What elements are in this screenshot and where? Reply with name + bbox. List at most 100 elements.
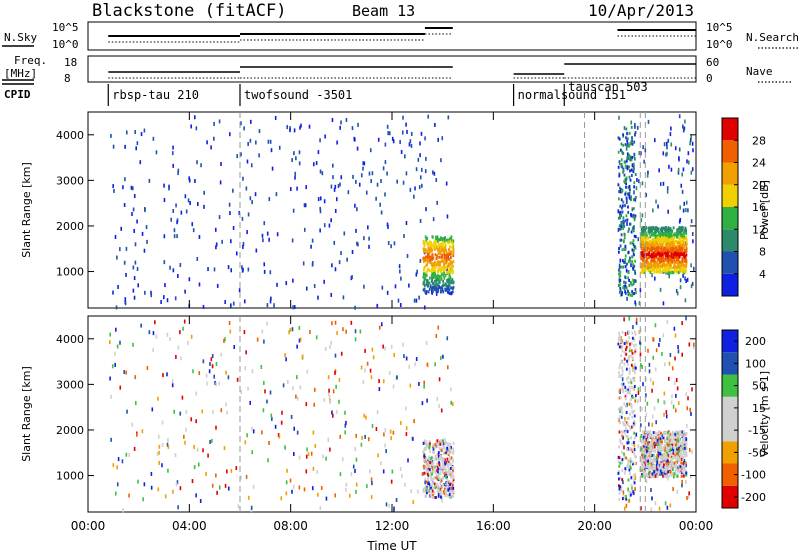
echo-point xyxy=(661,438,663,442)
echo-point xyxy=(685,247,688,251)
echo-point xyxy=(662,269,665,273)
echo-point xyxy=(158,444,161,449)
echo-point xyxy=(435,278,438,282)
echo-point xyxy=(323,397,326,402)
echo-point xyxy=(292,208,295,213)
echo-point xyxy=(671,246,674,250)
echo-point xyxy=(652,438,655,442)
echo-point xyxy=(630,168,633,172)
echo-point xyxy=(671,271,674,275)
echo-point xyxy=(370,179,372,184)
echo-point xyxy=(673,256,676,260)
echo-point xyxy=(437,263,440,267)
echo-point xyxy=(280,420,283,425)
echo-point xyxy=(685,238,688,242)
echo-point xyxy=(143,128,146,133)
echo-point xyxy=(240,390,243,395)
echo-point xyxy=(618,430,621,434)
echo-point xyxy=(675,253,678,257)
echo-point xyxy=(681,252,684,256)
echo-point xyxy=(624,257,627,261)
echo-point xyxy=(162,295,165,300)
echo-point xyxy=(690,263,692,268)
echo-point xyxy=(658,467,661,471)
echo-point xyxy=(688,491,690,496)
echo-point xyxy=(299,125,301,130)
echo-point xyxy=(652,448,654,452)
echo-point xyxy=(242,244,244,249)
echo-point xyxy=(268,197,271,202)
echo-point xyxy=(228,202,231,207)
echo-point xyxy=(392,139,395,144)
echo-point xyxy=(662,465,665,469)
echo-point xyxy=(680,228,682,232)
echo-point xyxy=(681,479,683,484)
echo-point xyxy=(683,438,686,442)
echo-point xyxy=(278,434,281,439)
echo-point xyxy=(685,471,688,475)
echo-point xyxy=(633,190,635,195)
echo-point xyxy=(317,197,320,202)
echo-point xyxy=(236,377,239,382)
echo-point xyxy=(668,266,671,270)
echo-point xyxy=(673,446,676,450)
echo-point xyxy=(630,120,633,125)
echo-point xyxy=(215,362,218,367)
echo-point xyxy=(340,120,342,125)
echo-point xyxy=(629,412,631,416)
echo-point xyxy=(680,441,682,445)
echo-point xyxy=(681,228,684,232)
echo-point xyxy=(655,261,658,265)
echo-point xyxy=(656,474,659,478)
echo-point xyxy=(427,290,430,294)
echo-point xyxy=(619,374,622,378)
echo-point xyxy=(448,495,451,499)
echo-point xyxy=(648,422,650,427)
echo-point xyxy=(447,115,450,120)
echo-point xyxy=(622,265,625,269)
echo-point xyxy=(114,362,116,367)
echo-point xyxy=(642,227,645,231)
echo-point xyxy=(625,176,628,180)
echo-point xyxy=(679,467,682,471)
echo-point xyxy=(229,329,232,334)
echo-point xyxy=(683,256,685,260)
echo-point xyxy=(692,342,695,347)
echo-point xyxy=(355,457,358,462)
echo-point xyxy=(618,445,621,449)
echo-point xyxy=(689,407,691,412)
echo-point xyxy=(443,251,445,255)
echo-point xyxy=(659,245,662,249)
echo-point xyxy=(623,452,625,456)
echo-point xyxy=(641,231,643,235)
echo-point xyxy=(436,484,439,488)
echo-point xyxy=(429,457,432,461)
echo-point xyxy=(648,445,651,449)
echo-point xyxy=(448,268,451,272)
echo-point xyxy=(442,452,445,456)
echo-point xyxy=(676,447,678,451)
echo-point xyxy=(630,282,633,286)
echo-point xyxy=(354,305,356,310)
echo-point xyxy=(433,247,436,251)
echo-point xyxy=(230,268,232,273)
echo-point xyxy=(682,243,684,247)
echo-point xyxy=(634,195,637,199)
echo-point xyxy=(678,458,681,462)
echo-point xyxy=(223,338,225,343)
echo-point xyxy=(658,246,660,250)
echo-point xyxy=(376,303,379,308)
echo-point xyxy=(673,472,676,476)
echo-point xyxy=(664,454,666,458)
echo-point xyxy=(622,436,624,440)
echo-point xyxy=(277,433,280,438)
nsky-tick-top: 10^5 xyxy=(52,21,79,34)
echo-point xyxy=(628,372,631,376)
echo-point xyxy=(618,334,621,338)
echo-point xyxy=(630,381,633,385)
echo-point xyxy=(439,447,442,451)
echo-point xyxy=(634,197,637,202)
echo-point xyxy=(298,338,301,343)
echo-point xyxy=(351,250,354,255)
echo-point xyxy=(670,459,673,463)
